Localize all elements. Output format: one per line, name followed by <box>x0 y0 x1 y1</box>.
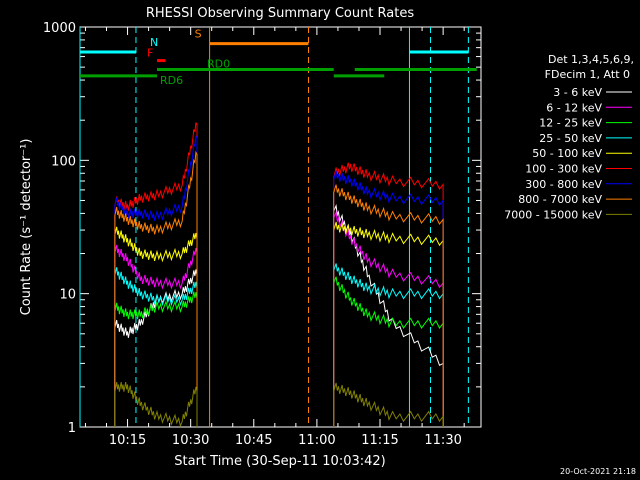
legend-label: 50 - 100 keV <box>532 147 602 160</box>
legend-label: 12 - 25 keV <box>539 117 602 130</box>
x-tick-label: 11:15 <box>361 433 398 448</box>
flag-label: S <box>195 28 202 41</box>
series-line <box>114 382 198 428</box>
y-tick-label: 1 <box>68 421 76 436</box>
footer-timestamp: 20-Oct-2021 21:18 <box>560 467 636 476</box>
flag-bars: N S F RD0 RD6 <box>80 28 477 87</box>
series-line <box>333 276 444 427</box>
series-line <box>114 267 198 427</box>
y-tick-label: 100 <box>51 154 76 169</box>
y-tick-label: 1000 <box>43 21 76 36</box>
x-axis-label: Start Time (30-Sep-11 10:03:42) <box>174 454 385 469</box>
series-line <box>114 226 198 427</box>
series-line <box>114 134 198 427</box>
legend-label: 800 - 7000 keV <box>518 193 602 206</box>
x-tick-label: 10:15 <box>109 433 146 448</box>
legend-header-2: FDecim 1, Att 0 <box>545 68 630 81</box>
flag-label: RD6 <box>160 74 183 87</box>
legend-header-1: Det 1,3,4,5,6,9, <box>548 53 634 66</box>
legend-label: 25 - 50 keV <box>539 132 602 145</box>
vertical-markers <box>79 27 469 427</box>
chart-title: RHESSI Observing Summary Count Rates <box>146 6 415 21</box>
series-lines <box>114 122 444 428</box>
y-axis-label: Count Rate (s⁻¹ detector⁻¹) <box>19 139 34 316</box>
series-line <box>114 122 198 427</box>
y-tick-label: 10 <box>59 288 76 303</box>
axis-ticks: 10:15 10:30 10:45 11:00 11:15 11:30 1 10 100 1000 <box>43 21 481 448</box>
series-line <box>333 162 444 427</box>
legend-label: 3 - 6 keV <box>553 86 602 99</box>
legend-label: 300 - 800 keV <box>525 178 602 191</box>
x-tick-label: 11:30 <box>424 433 461 448</box>
series-line <box>114 291 198 427</box>
series-line <box>333 184 444 427</box>
flag-label: N <box>150 36 158 49</box>
x-tick-label: 10:45 <box>235 433 272 448</box>
series-line <box>114 269 198 427</box>
series-line <box>114 150 198 427</box>
x-tick-label: 11:00 <box>298 433 335 448</box>
legend-label: 7000 - 15000 keV <box>504 208 602 221</box>
series-line <box>333 170 444 427</box>
series-line <box>333 382 444 427</box>
flag-label: F <box>147 47 153 60</box>
flag-label: RD0 <box>207 58 230 71</box>
legend-label: 6 - 12 keV <box>546 101 602 114</box>
series-line <box>333 203 444 427</box>
legend-label: 100 - 300 keV <box>525 163 602 176</box>
series-line <box>333 263 444 427</box>
series-line <box>114 244 198 427</box>
series-line <box>333 221 444 427</box>
x-tick-label: 10:30 <box>172 433 209 448</box>
legend: Det 1,3,4,5,6,9, FDecim 1, Att 0 3 - 6 k… <box>504 53 634 221</box>
